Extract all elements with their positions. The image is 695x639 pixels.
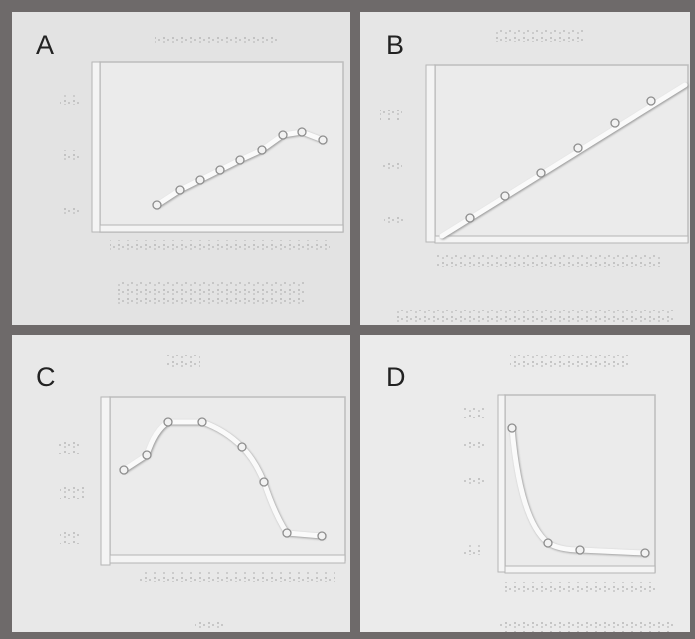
braille-tick — [62, 205, 82, 215]
x-axis — [109, 554, 346, 564]
panel-b: B — [360, 12, 690, 325]
tactile-points — [119, 417, 327, 541]
braille-tick — [382, 160, 402, 170]
panel-label: B — [386, 30, 404, 60]
graph-frame — [99, 61, 344, 233]
braille-tick — [58, 440, 82, 454]
panel-c: C — [12, 335, 350, 632]
braille-tick — [60, 487, 84, 499]
braille-title — [165, 355, 200, 367]
panel-a: A — [12, 12, 350, 325]
braille-tick — [60, 95, 82, 105]
braille-title — [495, 30, 585, 42]
y-axis — [497, 394, 506, 573]
graph-frame — [504, 394, 656, 573]
tactile-line — [439, 82, 688, 239]
y-axis — [425, 64, 436, 243]
braille-caption — [195, 620, 225, 630]
braille-title — [155, 34, 280, 46]
x-axis — [99, 224, 344, 233]
panel-label: A — [36, 30, 54, 60]
braille-tick — [60, 532, 82, 544]
y-axis — [91, 61, 101, 233]
braille-tick — [462, 545, 482, 555]
panel-label: C — [36, 362, 56, 392]
braille-ticks — [140, 572, 335, 582]
braille-ticks — [435, 255, 660, 267]
braille-tick — [380, 110, 402, 120]
braille-tick — [62, 150, 82, 160]
braille-title — [510, 355, 630, 367]
braille-caption — [500, 622, 675, 632]
braille-tick — [462, 408, 484, 418]
x-axis — [504, 565, 656, 574]
x-axis — [434, 235, 689, 244]
tactile-points — [152, 127, 328, 210]
tactile-points — [465, 96, 656, 223]
braille-ticks — [110, 240, 330, 250]
braille-tick — [462, 475, 484, 485]
panel-label: D — [386, 362, 406, 392]
braille-tick — [384, 215, 404, 225]
braille-ticks — [505, 582, 655, 592]
tactile-points — [507, 423, 650, 558]
panel-d: D — [360, 335, 690, 632]
braille-tick — [462, 440, 484, 450]
y-axis — [100, 396, 111, 566]
braille-caption — [115, 282, 305, 306]
braille-caption — [395, 310, 675, 324]
